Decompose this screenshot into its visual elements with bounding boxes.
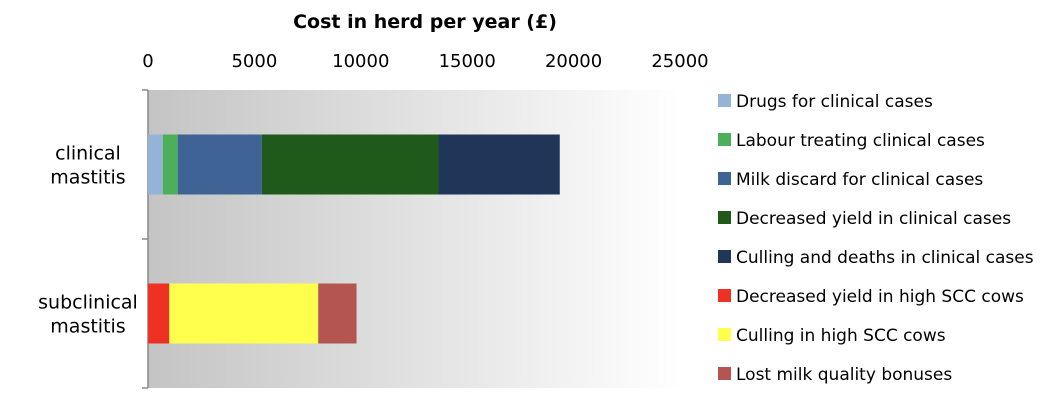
legend-swatch (718, 211, 731, 224)
category-label: mastitis (50, 316, 125, 338)
x-tick-label: 10000 (332, 51, 389, 72)
category-label: subclinical (38, 292, 138, 314)
x-tick-label: 25000 (651, 51, 708, 72)
bar-segment (261, 134, 439, 195)
category-label: clinical (55, 143, 121, 165)
legend-label: Culling in high SCC cows (736, 326, 946, 346)
bars (148, 134, 560, 344)
legend-label: Decreased yield in high SCC cows (736, 287, 1024, 307)
legend-label: Lost milk quality bonuses (736, 365, 952, 385)
legend-label: Culling and deaths in clinical cases (736, 248, 1034, 268)
x-tick-label: 20000 (545, 51, 602, 72)
bar-segment (318, 283, 357, 344)
y-axis (142, 89, 149, 389)
x-tick-label: 5000 (231, 51, 277, 72)
legend-label: Milk discard for clinical cases (736, 170, 983, 190)
x-tick-label: 0 (142, 51, 153, 72)
legend-swatch (718, 328, 731, 341)
chart-title: Cost in herd per year (£) (293, 11, 557, 33)
bar-segment (169, 283, 319, 344)
legend-label: Labour treating clinical cases (736, 131, 985, 151)
x-tick-label: 15000 (439, 51, 496, 72)
bar-segment (148, 283, 170, 344)
bar-segment (177, 134, 262, 195)
legend-swatch (718, 367, 731, 380)
bar-segment (162, 134, 178, 195)
legend-swatch (718, 94, 731, 107)
category-label: mastitis (50, 167, 125, 189)
bar-segment (148, 134, 163, 195)
legend-label: Drugs for clinical cases (736, 92, 933, 112)
legend-label: Decreased yield in clinical cases (736, 209, 1011, 229)
legend-swatch (718, 133, 731, 146)
legend-swatch (718, 289, 731, 302)
legend-swatch (718, 250, 731, 263)
bar-segment (438, 134, 560, 195)
legend-swatch (718, 172, 731, 185)
x-axis: 0 5000 10000 15000 20000 25000 (142, 51, 708, 72)
legend: Drugs for clinical cases Labour treating … (718, 92, 1034, 385)
